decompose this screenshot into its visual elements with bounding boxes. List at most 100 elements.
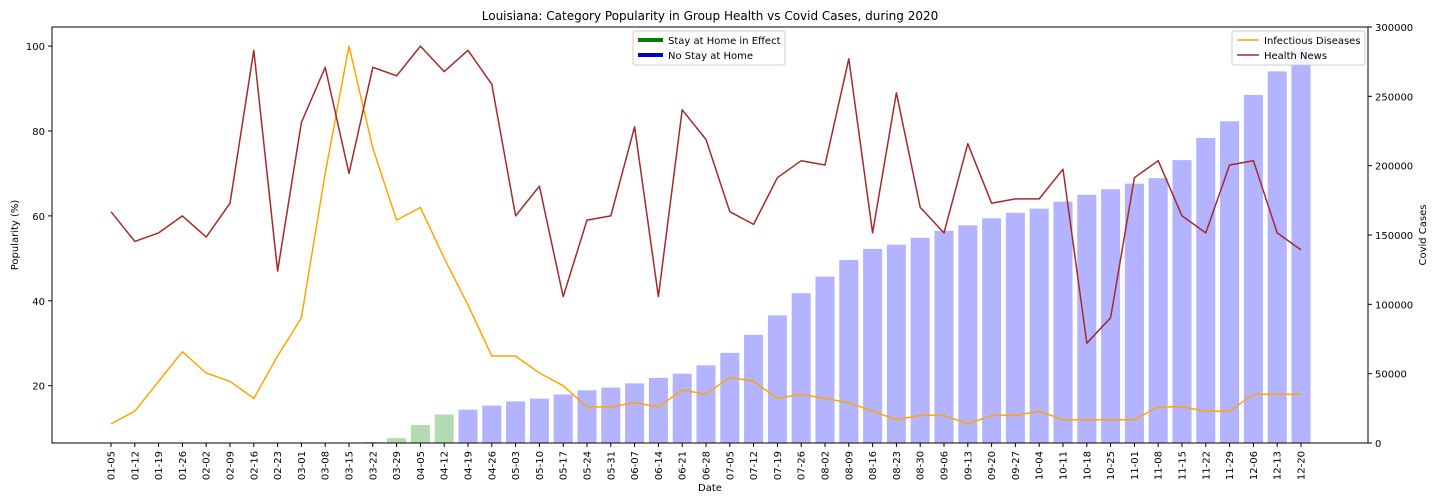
x-tick-label: 09-20: [987, 451, 998, 480]
right-tick-label: 200000: [1375, 162, 1413, 173]
bar-covid-cases: [886, 244, 906, 443]
bar-covid-cases: [1291, 47, 1311, 444]
y-axis-left-label: Popularity (%): [10, 200, 21, 271]
bar-covid-cases: [625, 383, 645, 443]
right-tick-label: 0: [1375, 439, 1381, 450]
right-tick-label: 250000: [1375, 92, 1413, 103]
bar-covid-cases: [1196, 137, 1216, 443]
right-tick-label: 300000: [1375, 23, 1413, 34]
legend-label-infectious: Infectious Diseases: [1264, 36, 1361, 47]
line-infectious-diseases: [110, 45, 1301, 425]
bar-covid-cases: [410, 424, 430, 443]
x-tick-label: 12-06: [1249, 451, 1260, 480]
right-tick-label: 150000: [1375, 231, 1413, 242]
bar-covid-cases: [1029, 208, 1049, 443]
x-tick-label: 01-19: [154, 451, 165, 480]
bar-covid-cases: [672, 373, 692, 443]
bar-covid-cases: [839, 259, 859, 443]
line-health-news: [110, 45, 1302, 344]
legend-label-stay: Stay at Home in Effect: [668, 36, 781, 47]
lines-layer: [110, 45, 1302, 425]
bar-covid-cases: [1124, 183, 1144, 443]
x-tick-label: 01-26: [178, 451, 189, 480]
bar-covid-cases: [910, 237, 930, 443]
left-tick-label: 20: [32, 382, 45, 393]
left-tick-label: 80: [32, 127, 45, 138]
x-tick-label: 07-19: [773, 451, 784, 480]
bar-covid-cases: [720, 352, 740, 443]
x-tick-label: 07-26: [797, 451, 808, 480]
x-tick-label: 02-16: [249, 451, 260, 480]
bar-covid-cases: [767, 315, 787, 443]
x-tick-label: 11-15: [1178, 451, 1189, 480]
right-tick-label: 100000: [1375, 300, 1413, 311]
x-tick-label: 06-28: [702, 451, 713, 480]
x-tick-label: 10-04: [1035, 451, 1046, 480]
x-tick-label: 07-05: [725, 451, 736, 480]
bar-covid-cases: [934, 230, 954, 443]
x-tick-label: 11-01: [1130, 451, 1141, 480]
legend-stay-home: Stay at Home in Effect No Stay at Home: [632, 30, 786, 66]
chart-title: Louisiana: Category Popularity in Group …: [482, 9, 938, 23]
bars-layer: [363, 47, 1311, 444]
x-tick-label: 03-22: [368, 451, 379, 480]
legend-label-health: Health News: [1264, 51, 1327, 62]
x-tick-label: 02-23: [273, 451, 284, 480]
x-tick-label: 05-17: [559, 451, 570, 480]
x-tick-label: 11-22: [1201, 451, 1212, 480]
bar-covid-cases: [387, 438, 407, 443]
x-tick-label: 04-05: [416, 451, 427, 480]
bar-covid-cases: [696, 365, 716, 443]
x-tick-label: 10-18: [1082, 451, 1093, 480]
bar-covid-cases: [791, 293, 811, 443]
legend-frame: [1231, 30, 1366, 66]
legend-label-no-stay: No Stay at Home: [668, 51, 753, 62]
x-tick-label: 11-08: [1154, 451, 1165, 480]
x-tick-label: 05-03: [511, 451, 522, 480]
bar-covid-cases: [458, 409, 478, 443]
left-tick-label: 60: [32, 212, 45, 223]
x-tick-label: 09-27: [1011, 451, 1022, 480]
x-tick-label: 03-01: [297, 451, 308, 480]
bar-covid-cases: [506, 401, 526, 443]
x-axis-label: Date: [698, 483, 722, 494]
legend-series: Infectious Diseases Health News: [1231, 30, 1366, 66]
x-tick-label: 03-08: [321, 451, 332, 480]
bar-covid-cases: [1172, 160, 1192, 443]
bar-covid-cases: [1243, 94, 1263, 444]
bar-covid-cases: [815, 276, 835, 443]
x-tick-label: 04-26: [487, 451, 498, 480]
bar-covid-cases: [958, 225, 978, 443]
x-tick-label: 03-29: [392, 451, 403, 480]
x-tick-label: 12-20: [1297, 451, 1308, 480]
bar-covid-cases: [553, 394, 573, 443]
x-tick-label: 10-11: [1059, 451, 1070, 480]
x-axis: 01-05 01-12 01-19 01-26 02-02 02-09 02-16 02-23…: [107, 443, 1308, 480]
bar-covid-cases: [1220, 121, 1240, 443]
x-tick-label: 07-12: [749, 451, 760, 480]
x-tick-label: 02-09: [226, 451, 237, 480]
x-tick-label: 11-29: [1225, 451, 1236, 480]
x-tick-label: 08-09: [844, 451, 855, 480]
right-tick-label: 50000: [1375, 370, 1407, 381]
bar-covid-cases: [529, 398, 549, 443]
left-tick-label: 100: [26, 42, 45, 53]
x-tick-label: 04-12: [440, 451, 451, 480]
x-tick-label: 05-31: [606, 451, 617, 480]
left-tick-label: 40: [32, 297, 45, 308]
x-tick-label: 12-13: [1273, 451, 1284, 480]
bar-covid-cases: [744, 334, 764, 443]
bar-covid-cases: [1267, 71, 1287, 443]
x-tick-label: 05-24: [583, 451, 594, 480]
bar-covid-cases: [1053, 201, 1073, 443]
bar-covid-cases: [482, 405, 502, 443]
x-tick-label: 09-06: [940, 451, 951, 480]
x-tick-label: 05-10: [535, 451, 546, 480]
left-axis: 20 40 60 80 100: [26, 42, 52, 393]
bar-covid-cases: [434, 414, 454, 443]
x-tick-label: 08-16: [868, 451, 879, 480]
x-tick-label: 02-02: [202, 451, 213, 480]
bar-covid-cases: [1077, 194, 1097, 443]
x-tick-label: 06-07: [630, 451, 641, 480]
